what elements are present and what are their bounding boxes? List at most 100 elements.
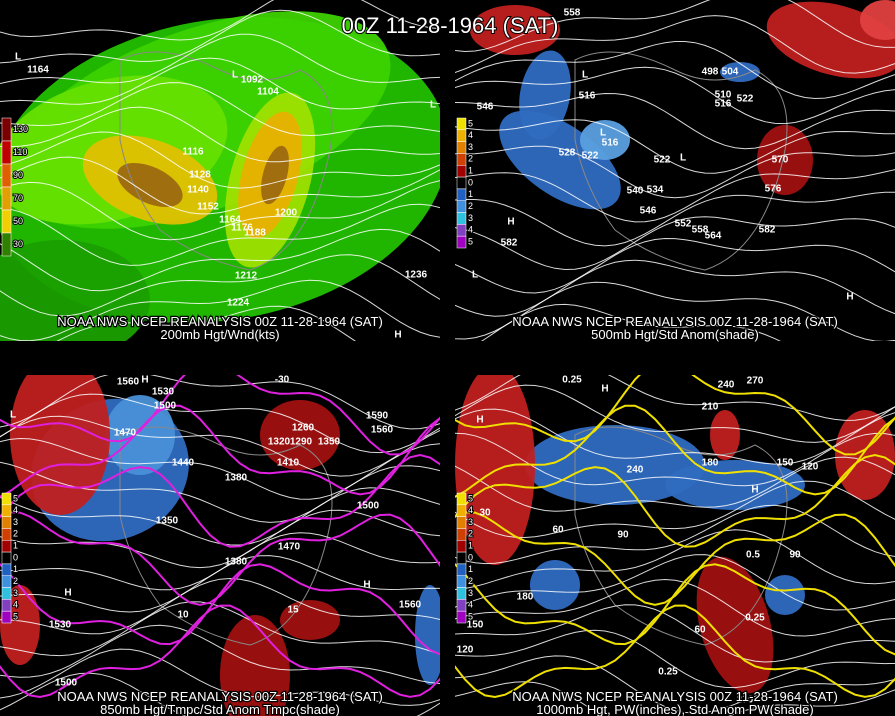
shading	[280, 600, 340, 640]
contour-label: L	[600, 128, 606, 139]
contour-label: 1350	[156, 516, 179, 527]
contour-label: 1176	[231, 223, 253, 234]
legend-swatch	[456, 188, 467, 201]
legend-label: 5	[13, 611, 18, 621]
contour-label: 528	[559, 148, 576, 159]
legend-label: 110	[13, 147, 27, 157]
legend-label: 30	[13, 239, 23, 249]
contour-label: H	[751, 485, 758, 496]
contour-label: 150	[777, 458, 794, 469]
legend-swatch	[1, 209, 12, 234]
contour-label: 0.5	[746, 550, 760, 561]
shading	[10, 375, 110, 515]
contour	[455, 604, 895, 663]
contour-label: 1470	[114, 428, 137, 439]
legend-swatch	[1, 117, 12, 142]
legend-swatch	[456, 587, 467, 600]
contour	[455, 169, 895, 223]
legend-swatch	[456, 599, 467, 612]
contour-label: H	[846, 292, 853, 303]
legend-swatch	[456, 212, 467, 225]
contour-label: 1560	[371, 425, 394, 436]
contour	[0, 33, 440, 85]
contour-label: 1590	[366, 411, 389, 422]
shading	[860, 0, 895, 40]
legend-swatch	[456, 176, 467, 190]
shading	[696, 556, 774, 694]
contour-label: L	[430, 100, 436, 111]
contour-label: 552	[675, 219, 692, 230]
contour-label: 516	[602, 138, 619, 149]
subcaption: 850mb Hgt/Tmpc/Std Anom Tmpc(shade)	[100, 702, 340, 716]
contour-label: 1560	[117, 377, 140, 388]
shading	[261, 145, 289, 205]
legend-label: 3	[468, 142, 473, 152]
legend-label: 3	[468, 588, 473, 598]
contour-label: L	[472, 270, 478, 281]
contour-label: 576	[765, 184, 782, 195]
legend-swatch	[456, 141, 467, 154]
contour-label: 546	[477, 102, 494, 113]
contour-label: 1470	[278, 542, 301, 553]
shading	[0, 240, 150, 341]
contour-secondary	[0, 404, 440, 498]
contour-secondary	[455, 375, 895, 456]
contour-secondary	[0, 511, 440, 606]
contour	[455, 529, 895, 591]
contour-label: 1410	[277, 458, 300, 469]
legend-label: 4	[468, 130, 473, 140]
legend-swatch	[456, 575, 467, 588]
contour-label: 582	[501, 238, 518, 249]
contour-label: 1140	[187, 185, 209, 196]
contour	[0, 375, 440, 430]
legend-swatch	[1, 516, 12, 529]
contour	[0, 9, 440, 64]
legend-swatch	[456, 563, 467, 576]
contour-label: 558	[692, 225, 709, 236]
contour	[455, 92, 895, 150]
contour-secondary	[455, 604, 895, 699]
legend-swatch	[456, 117, 467, 131]
contour-label: -30	[275, 375, 290, 386]
contour-secondary	[455, 511, 895, 606]
contour-secondary	[455, 563, 895, 656]
legend-swatch	[1, 528, 12, 541]
shading	[525, 425, 705, 505]
contour-label: 1380	[225, 557, 248, 568]
contour-label: 0.25	[658, 667, 678, 678]
contour-label: 582	[759, 225, 776, 236]
legend-swatch	[1, 504, 12, 517]
legend-swatch	[456, 200, 467, 213]
legend-swatch	[456, 235, 467, 249]
legend-label: 5	[13, 493, 18, 503]
contour-label: 516	[715, 99, 732, 110]
contour	[455, 237, 895, 294]
legend-label: 3	[13, 588, 18, 598]
contour-label: 498	[702, 67, 719, 78]
contour	[0, 203, 440, 266]
contour	[455, 456, 895, 512]
shading	[105, 395, 175, 475]
legend-label: 5	[468, 118, 473, 128]
legend-swatch	[456, 492, 467, 506]
caption: NOAA NWS NCEP REANALYSIS 00Z 11-28-1964 …	[512, 314, 838, 329]
shading	[765, 575, 805, 615]
contour-label: 270	[747, 376, 764, 387]
legend-label: 3	[468, 213, 473, 223]
legend-swatch	[1, 140, 12, 165]
shading	[710, 410, 740, 460]
contour-label: 1500	[154, 401, 177, 412]
legend-label: 0	[13, 552, 18, 562]
legend-label: 1	[13, 541, 18, 551]
contour	[455, 375, 895, 421]
contour-label: 1152	[197, 202, 219, 213]
contour	[0, 672, 440, 716]
contour-label: 1500	[357, 501, 380, 512]
contour	[0, 131, 440, 189]
legend-swatch	[1, 551, 12, 565]
contour	[455, 480, 895, 539]
coastline	[119, 51, 333, 271]
contour-label: 1236	[405, 270, 428, 281]
contour	[455, 15, 895, 74]
